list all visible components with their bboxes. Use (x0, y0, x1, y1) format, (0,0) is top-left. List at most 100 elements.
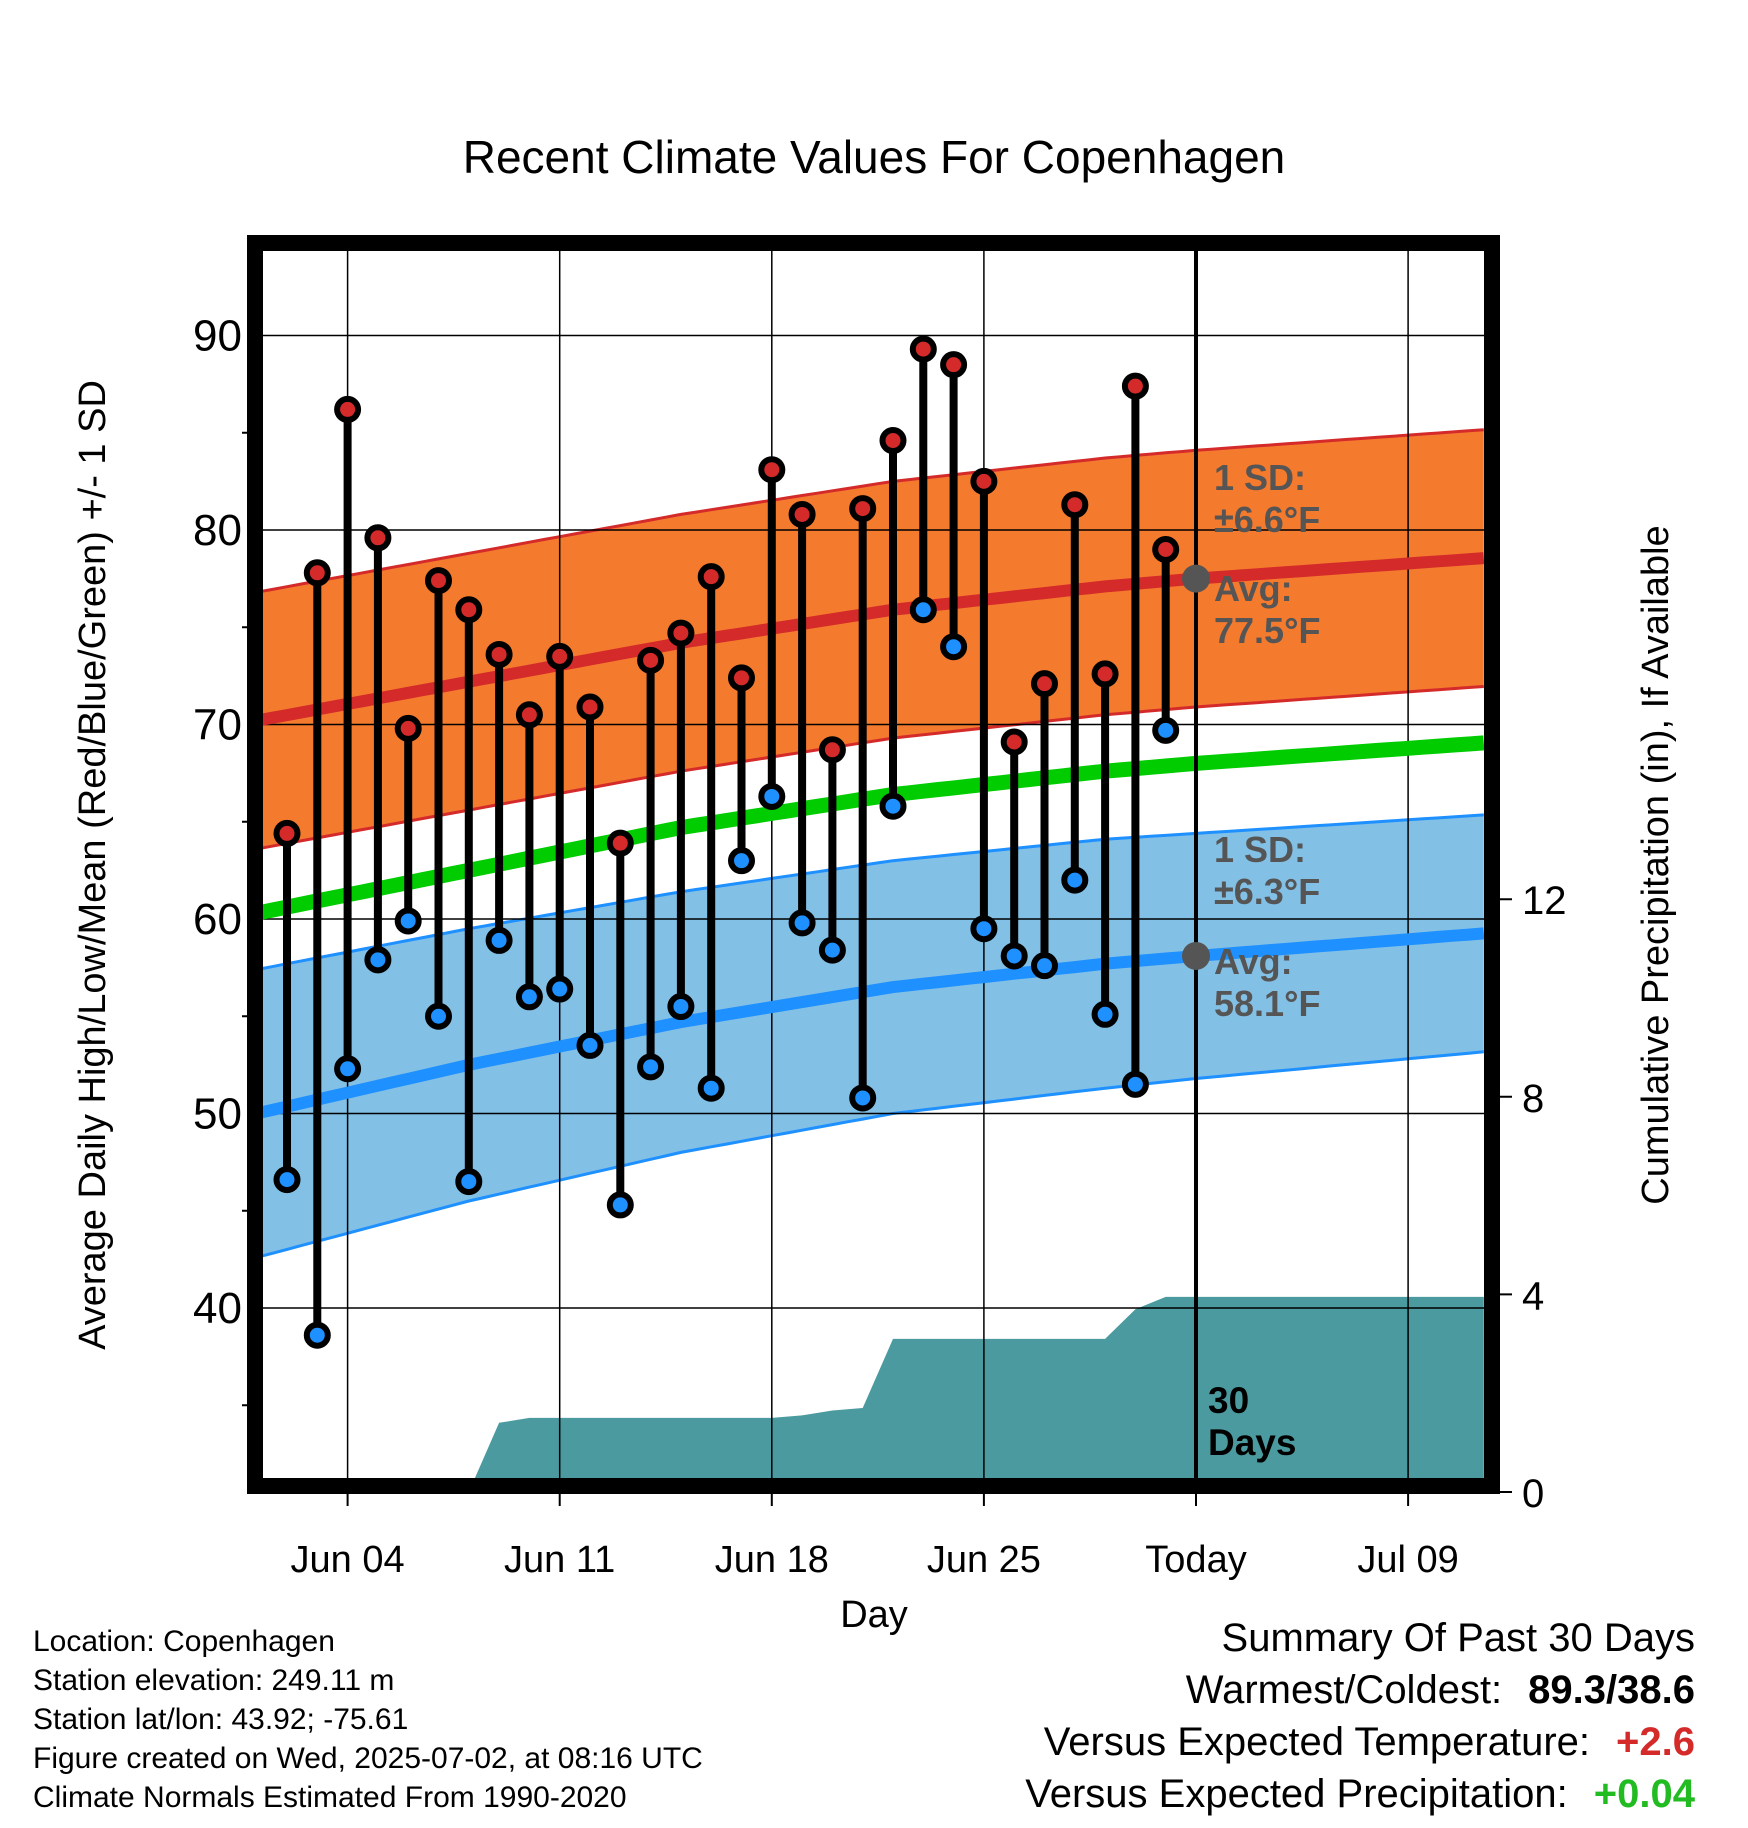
daily-high-point (515, 701, 543, 729)
low-sd-label: 1 SD: (1214, 829, 1306, 870)
summary-precip-row: Versus Expected Precipitation: +0.04 (1025, 1768, 1695, 1820)
daily-high-point (667, 619, 695, 647)
high-sd-value: ±6.6°F (1214, 499, 1320, 540)
summary-panel: Summary Of Past 30 Days Warmest/Coldest:… (1025, 1612, 1695, 1820)
daily-low-point (909, 596, 937, 624)
daily-low-point (818, 936, 846, 964)
x-tick-label: Jun 11 (504, 1539, 615, 1581)
x-tick-label: Jun 18 (715, 1539, 829, 1581)
precipitation-area (474, 1296, 1484, 1479)
location-text: Location: Copenhagen (33, 1625, 335, 1658)
daily-high-point (1000, 728, 1028, 756)
daily-low-point (334, 1055, 362, 1083)
today-high-avg-marker (1182, 564, 1210, 593)
daily-low-point (546, 975, 574, 1003)
daily-low-point (1152, 716, 1180, 744)
today-low-avg-marker (1182, 941, 1210, 970)
daily-high-point (394, 714, 422, 742)
plot-frame (247, 235, 1500, 1494)
latlon-text: Station lat/lon: 43.92; -75.61 (33, 1703, 409, 1736)
created-text: Figure created on Wed, 2025-07-02, at 08… (33, 1742, 703, 1775)
daily-high-point (455, 596, 483, 624)
daily-low-point (455, 1168, 483, 1196)
daily-low-point (728, 847, 755, 875)
chart-title: Recent Climate Values For Copenhagen (463, 131, 1286, 183)
daily-low-point (425, 1002, 452, 1030)
summary-temp-row: Versus Expected Temperature: +2.6 (1025, 1716, 1695, 1768)
daily-high-point (758, 456, 786, 484)
x-axis-label: Day (840, 1594, 908, 1636)
y-tick-label-left: 90 (193, 312, 242, 361)
y-tick-label-right: 8 (1522, 1077, 1544, 1121)
daily-high-point (576, 693, 604, 721)
daily-low-point (1061, 866, 1089, 894)
temp-value: +2.6 (1616, 1720, 1695, 1764)
summary-warmest-row: Warmest/Coldest: 89.3/38.6 (1025, 1664, 1695, 1716)
plot-content (262, 250, 1485, 1479)
daily-low-point (879, 792, 907, 820)
high-avg-value: 77.5°F (1214, 610, 1320, 651)
daily-low-point (667, 993, 695, 1021)
y-tick-label-left: 80 (193, 506, 242, 555)
warmest-value: 89.3/38.6 (1528, 1668, 1695, 1712)
daily-low-point (697, 1074, 725, 1102)
summary-title: Summary Of Past 30 Days (1221, 1616, 1695, 1660)
low-band-lower-edge (262, 1050, 1484, 1258)
daily-low-point (364, 946, 392, 974)
daily-high-point (1061, 491, 1089, 519)
low-avg-label: Avg: (1214, 941, 1293, 982)
daily-high-point (364, 524, 392, 552)
x-tick-label: Today (1145, 1539, 1246, 1581)
daily-low-point (970, 915, 998, 943)
y-tick-label-right: 12 (1522, 879, 1567, 923)
daily-high-point (728, 664, 755, 692)
low-avg-value: 58.1°F (1214, 983, 1320, 1024)
high-band-upper-edge (262, 428, 1484, 593)
daily-high-point (1152, 535, 1180, 563)
high-avg-label: Avg: (1214, 568, 1293, 609)
daily-high-point (940, 351, 968, 379)
y-tick-label-left: 50 (193, 1090, 242, 1139)
daily-high-point (697, 563, 725, 591)
daily-high-point (788, 500, 816, 528)
x-tick-label: Jun 25 (927, 1539, 1041, 1581)
daily-low-point (849, 1084, 877, 1112)
daily-low-point (758, 782, 786, 810)
daily-low-point (940, 633, 968, 661)
y-axis-label-left: Average Daily High/Low/Mean (Red/Blue/Gr… (72, 380, 114, 1350)
daily-low-point (303, 1321, 331, 1349)
precip-value: +0.04 (1593, 1772, 1695, 1816)
low-sd-value: ±6.3°F (1214, 871, 1320, 912)
daily-high-point (970, 467, 998, 495)
daily-low-point (1031, 952, 1058, 980)
high-sd-label: 1 SD: (1214, 457, 1306, 498)
daily-high-point (1091, 660, 1119, 688)
today-days-label-1: 30 (1208, 1380, 1249, 1421)
y-tick-label-left: 40 (193, 1284, 242, 1333)
low-sd-band (262, 814, 1484, 1257)
y-tick-label-right: 0 (1522, 1472, 1544, 1516)
y-tick-label-right: 4 (1522, 1274, 1544, 1318)
today-days-label-2: Days (1208, 1422, 1296, 1463)
y-axis-label-right: Cumulative Precipitation (in), If Availa… (1635, 525, 1677, 1204)
daily-low-point (515, 983, 543, 1011)
daily-low-point (1091, 1000, 1119, 1028)
daily-low-point (576, 1031, 604, 1059)
warmest-label: Warmest/Coldest: (1185, 1668, 1503, 1712)
y-tick-label-left: 60 (193, 895, 242, 944)
daily-high-point (273, 819, 301, 847)
y-tick-label-left: 70 (193, 701, 242, 750)
daily-high-point (303, 559, 331, 587)
daily-high-point (546, 642, 574, 670)
station-info: Location: Copenhagen Station elevation: … (33, 1622, 703, 1817)
daily-low-point (273, 1166, 301, 1194)
normals-text: Climate Normals Estimated From 1990-2020 (33, 1781, 627, 1814)
daily-high-point (818, 736, 846, 764)
daily-high-point (334, 395, 362, 423)
temp-label: Versus Expected Temperature: (1043, 1720, 1591, 1764)
daily-low-point (485, 926, 513, 954)
x-tick-label: Jul 09 (1357, 1539, 1458, 1581)
x-tick-label: Jun 04 (291, 1539, 405, 1581)
